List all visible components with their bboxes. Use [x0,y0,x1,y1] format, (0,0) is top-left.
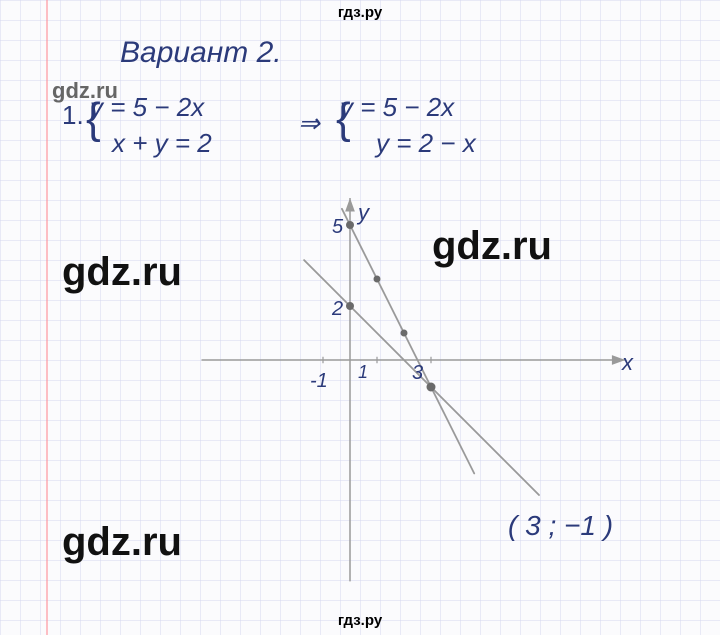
site-header: гдз.ру [0,4,720,21]
x-tick-1: 1 [358,362,368,383]
y-tick-2: 2 [332,298,343,321]
y-axis-label: y [358,200,369,226]
system-left-line2: x + y = 2 [112,128,212,159]
problem-number: 1. [62,100,84,131]
implication-arrow: ⇒ [298,108,320,139]
system-right-line2: y = 2 − x [376,128,476,159]
answer-point: ( 3 ; −1 ) [508,510,613,542]
watermark: gdz.ru [62,520,182,565]
x-axis-label: x [622,350,633,376]
x-tick-3: 3 [412,362,423,385]
x-tick-minus1: -1 [310,370,328,393]
site-footer: гдз.ру [0,612,720,629]
variant-title: Вариант 2. [120,36,282,70]
watermark: gdz.ru [62,250,182,295]
watermark: gdz.ru [432,224,552,269]
system-right-line1: y = 5 − 2x [340,92,454,123]
watermark: gdz.ru [52,78,118,104]
y-tick-5: 5 [332,216,343,239]
